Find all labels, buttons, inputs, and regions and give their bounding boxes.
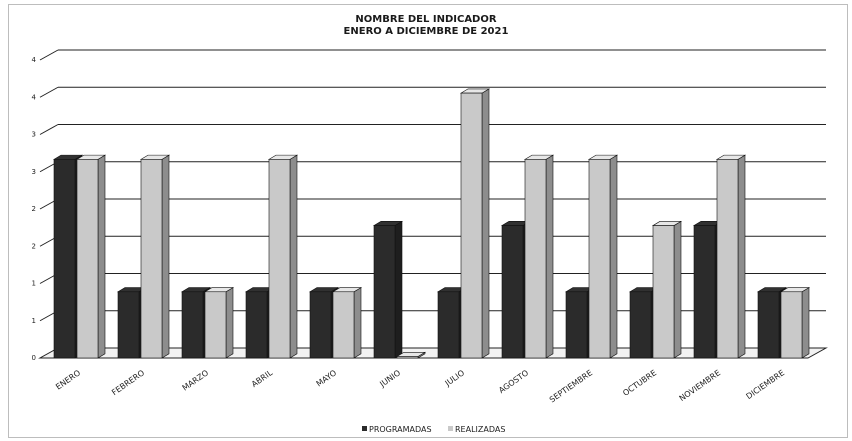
bar-side — [801, 287, 810, 359]
bar-front — [501, 225, 524, 359]
bar-front — [204, 291, 227, 359]
legend-swatch-programadas — [362, 426, 367, 431]
bar-front — [460, 92, 483, 359]
bar-front — [373, 225, 396, 359]
legend-label-realizadas: REALIZADAS — [455, 425, 505, 434]
bar-realizadas-diciembre — [779, 287, 811, 359]
bar-side — [673, 220, 682, 359]
chart-floor — [38, 347, 828, 359]
x-category-label: MAYO — [315, 368, 339, 388]
gridline-side — [39, 49, 59, 61]
bar-front — [757, 291, 780, 359]
x-axis-category-labels: ENERO FEBRERO MARZO ABRIL MAYO JUNIO JULIO AGOS… — [54, 368, 786, 405]
y-tick-label: 3 — [32, 168, 36, 176]
bar-front — [332, 291, 355, 359]
bar-front — [629, 291, 652, 359]
x-category-label: ABRIL — [250, 368, 275, 389]
gridline-side — [39, 86, 59, 98]
bar-front — [140, 159, 163, 359]
bar-front — [588, 159, 611, 359]
bar-side — [545, 154, 554, 359]
floor-plane — [38, 347, 828, 359]
bar-realizadas-enero — [75, 154, 107, 359]
bar-front — [780, 291, 803, 359]
bar-front — [181, 291, 204, 359]
bar-realizadas-febrero — [139, 154, 171, 359]
bar-side — [225, 287, 234, 359]
bar-realizadas-junio — [395, 351, 427, 359]
bar-programadas-junio — [372, 220, 404, 359]
legend-swatch-realizadas — [448, 426, 453, 431]
bar-side — [289, 154, 298, 359]
bar-front — [565, 291, 588, 359]
bar-side — [609, 154, 618, 359]
bar-front — [309, 291, 332, 359]
bar-front — [53, 159, 76, 359]
bar-realizadas-julio — [459, 88, 491, 359]
chart-title: NOMBRE DEL INDICADOR — [355, 14, 496, 25]
bar-realizadas-agosto — [523, 154, 555, 359]
gridline-side — [39, 124, 59, 135]
bar-realizadas-abril — [267, 154, 299, 359]
y-tick-label: 0 — [32, 354, 36, 362]
bar-side — [161, 154, 170, 359]
bar-front — [245, 291, 268, 359]
y-tick-label: 1 — [32, 280, 36, 288]
x-category-label: AGOSTO — [497, 368, 530, 395]
legend-label-programadas: PROGRAMADAS — [369, 425, 432, 434]
y-tick-label: 2 — [32, 205, 36, 213]
bar-realizadas-septiembre — [587, 154, 619, 359]
bar-front — [76, 159, 99, 359]
bar-realizadas-noviembre — [715, 154, 747, 359]
y-tick-label: 4 — [32, 56, 37, 64]
bar-side — [353, 287, 362, 359]
bar-front — [117, 291, 140, 359]
bar-front — [693, 225, 716, 359]
bar-realizadas-octubre — [651, 220, 683, 359]
bar-front — [268, 159, 291, 359]
y-tick-label: 1 — [32, 317, 36, 325]
x-category-label: NOVIEMBRE — [678, 368, 723, 403]
x-category-label: OCTUBRE — [621, 368, 658, 398]
bar-side — [394, 220, 403, 359]
x-category-label: DICIEMBRE — [745, 368, 787, 401]
y-tick-label: 3 — [32, 131, 36, 139]
y-axis-tick-labels: 0 1 1 2 2 3 3 4 4 — [32, 56, 37, 362]
chart-subtitle: ENERO A DICIEMBRE DE 2021 — [344, 26, 509, 37]
bar-side — [97, 154, 106, 359]
bar-front — [652, 225, 675, 359]
bar-realizadas-mayo — [331, 287, 363, 359]
x-category-label: SEPTIEMBRE — [548, 368, 594, 404]
y-tick-label: 4 — [32, 93, 37, 101]
x-category-label: MARZO — [181, 368, 211, 392]
x-category-label: JUNIO — [377, 368, 402, 389]
legend: PROGRAMADAS REALIZADAS — [362, 425, 505, 434]
bar-front — [524, 159, 547, 359]
x-category-label: ENERO — [54, 368, 82, 391]
bar-front — [437, 291, 460, 359]
y-tick-label: 2 — [32, 242, 36, 250]
bar-side — [737, 154, 746, 359]
bar-front — [396, 356, 419, 359]
x-category-label: FEBRERO — [110, 368, 146, 397]
bar-side — [481, 88, 490, 359]
bar-realizadas-marzo — [203, 287, 235, 359]
x-category-label: JULIO — [443, 368, 466, 388]
bar-front — [716, 159, 739, 359]
bars — [52, 88, 811, 359]
